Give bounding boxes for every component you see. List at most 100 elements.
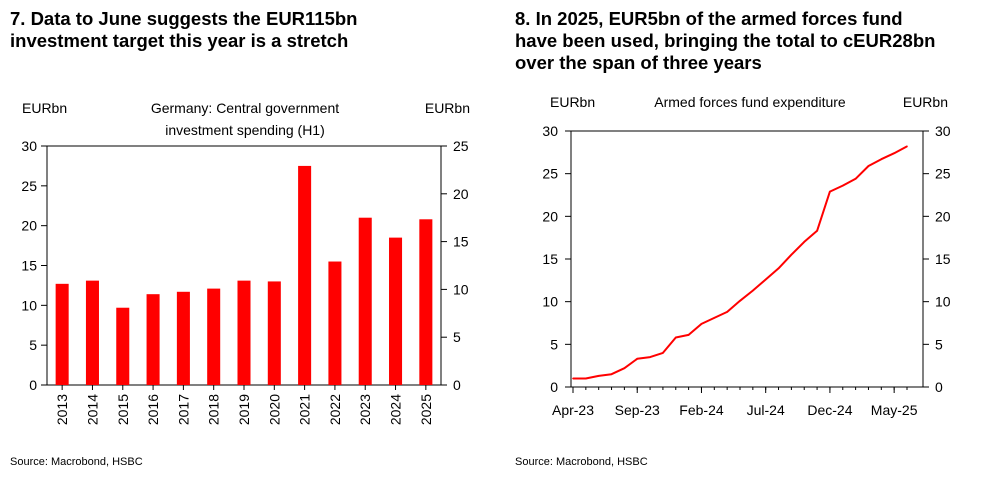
y-tick-label-right: 15 <box>935 251 951 267</box>
data-point <box>816 230 818 232</box>
y-axis-label-left: EURbn <box>22 100 67 116</box>
series-line <box>573 145 908 380</box>
x-tick-label: May-25 <box>871 402 918 418</box>
bar <box>358 217 372 385</box>
y-tick-label-right: 25 <box>935 166 951 182</box>
y-tick-label-right: 20 <box>453 186 469 202</box>
data-point <box>880 158 883 160</box>
data-point <box>752 289 754 292</box>
data-point <box>790 253 793 256</box>
x-tick-label: 2021 <box>297 394 313 425</box>
x-tick-label: Dec-24 <box>807 402 852 418</box>
data-point <box>610 373 613 376</box>
y-tick-label-left: 25 <box>21 178 37 194</box>
data-point <box>777 267 780 270</box>
plot-frame <box>570 130 924 388</box>
y-axis-label-right: EURbn <box>425 100 470 116</box>
data-point <box>649 356 651 358</box>
y-axis-label-right: EURbn <box>903 94 948 110</box>
bar <box>267 281 281 385</box>
x-tick-label: 2019 <box>236 394 252 425</box>
chart-title: 7. Data to June suggests the EUR115bn in… <box>10 8 358 51</box>
data-point <box>867 165 870 167</box>
data-point <box>585 377 587 380</box>
data-point <box>662 352 664 354</box>
data-point <box>700 323 703 325</box>
x-tick-label: 2014 <box>84 394 100 425</box>
bar <box>237 280 251 385</box>
y-tick-label-right: 0 <box>935 379 943 395</box>
bar <box>176 291 190 385</box>
data-point <box>636 358 639 360</box>
y-tick-label-right: 15 <box>453 234 469 250</box>
bar <box>419 219 433 385</box>
x-tick-label: 2025 <box>418 394 434 425</box>
x-tick-label: 2016 <box>145 394 161 425</box>
y-tick-label-left: 15 <box>21 258 37 274</box>
chart-inner-title: Germany: Central government <box>151 100 339 116</box>
y-tick-label-left: 30 <box>21 138 37 154</box>
x-tick-label: Sep-23 <box>615 402 660 418</box>
chart-source: Source: Macrobond, HSBC <box>515 456 648 468</box>
y-tick-label-left: 25 <box>542 166 558 182</box>
x-tick-label: 2018 <box>206 394 222 425</box>
y-tick-label-left: 15 <box>542 251 558 267</box>
y-tick-label-left: 20 <box>21 218 37 234</box>
data-point <box>803 241 806 243</box>
y-tick-label-left: 5 <box>29 337 37 353</box>
data-point <box>829 190 831 193</box>
bar-chart: EURbn EURbn Germany: Central government inv… <box>21 100 470 425</box>
x-tick-label: 2013 <box>54 394 70 425</box>
data-point <box>841 184 844 187</box>
bar <box>85 280 99 385</box>
data-point <box>726 311 728 313</box>
x-tick-label: Apr-23 <box>552 402 594 418</box>
data-point <box>739 300 741 302</box>
y-axis-label-left: EURbn <box>550 94 595 110</box>
x-tick-label: 2015 <box>115 394 131 425</box>
bar <box>298 165 312 385</box>
y-tick-label-left: 5 <box>550 336 558 352</box>
y-tick-label-right: 5 <box>453 329 461 345</box>
x-tick-label: Jul-24 <box>747 402 785 418</box>
bar <box>207 288 221 385</box>
data-point <box>893 152 895 154</box>
data-point <box>764 278 767 281</box>
chart-inner-title: Armed forces fund expenditure <box>654 94 846 110</box>
chart-panel-investment: 7. Data to June suggests the EUR115bn in… <box>10 8 470 468</box>
x-tick-label: 2017 <box>175 394 191 425</box>
x-tick-label: 2022 <box>327 394 343 425</box>
x-tick-label: Feb-24 <box>679 402 724 418</box>
x-tick-label: 2024 <box>388 394 404 425</box>
data-point <box>854 177 857 180</box>
y-tick-label-right: 0 <box>453 377 461 393</box>
y-tick-label-right: 5 <box>935 336 943 352</box>
bar <box>146 294 160 385</box>
y-tick-label-right: 10 <box>935 294 951 310</box>
y-tick-label-right: 10 <box>453 281 469 297</box>
bar <box>328 261 342 385</box>
y-tick-label-right: 30 <box>935 123 951 139</box>
data-point <box>687 334 690 336</box>
chart-title: 8. In 2025, EUR5bn of the armed forces f… <box>515 8 936 73</box>
bar <box>116 307 130 385</box>
data-point <box>713 317 716 319</box>
x-tick-label: 2020 <box>266 394 282 425</box>
x-tick-label: 2023 <box>357 394 373 425</box>
y-tick-label-left: 10 <box>21 297 37 313</box>
y-tick-label-left: 20 <box>542 208 558 224</box>
bar <box>389 237 403 385</box>
y-tick-label-right: 20 <box>935 208 951 224</box>
data-point <box>674 336 677 339</box>
chart-inner-title: investment spending (H1) <box>165 122 325 138</box>
y-tick-label-left: 0 <box>29 377 37 393</box>
y-tick-label-left: 30 <box>542 123 558 139</box>
data-point <box>597 375 600 377</box>
line-chart: EURbn EURbn Armed forces fund expenditure 0… <box>542 94 951 418</box>
bar <box>55 283 69 385</box>
data-point <box>906 145 908 148</box>
data-point <box>623 367 626 370</box>
y-tick-label-left: 0 <box>550 379 558 395</box>
chart-source: Source: Macrobond, HSBC <box>10 456 143 468</box>
data-point <box>572 377 574 380</box>
